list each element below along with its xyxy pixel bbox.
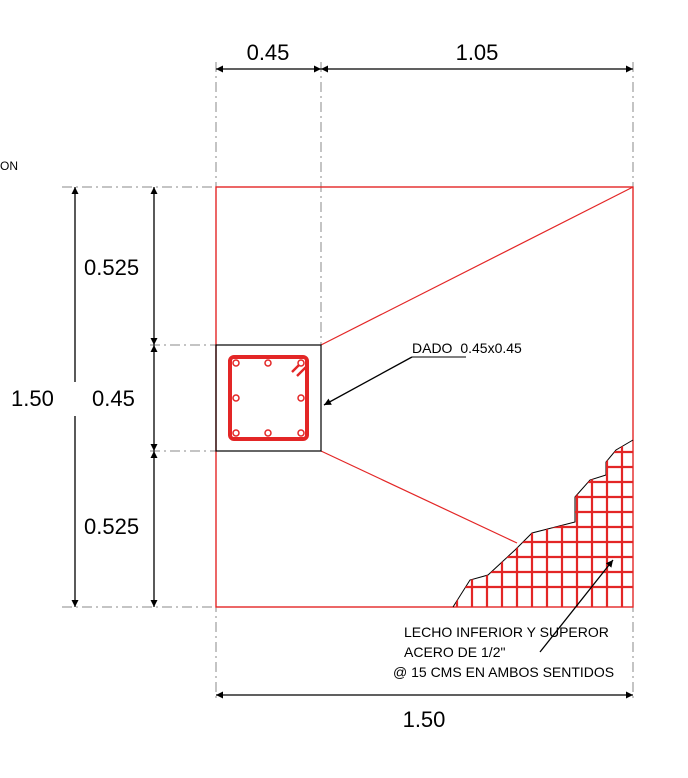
steel-note: LECHO INFERIOR Y SUPEROR ACERO DE 1/2" @… bbox=[393, 559, 614, 680]
svg-text:DADO 0.45x0.45: DADO 0.45x0.45 bbox=[412, 340, 522, 356]
dim-top-part-text: 0.525 bbox=[84, 255, 139, 280]
top-dimension: 0.45 1.05 bbox=[216, 40, 633, 73]
bottom-dimension: 1.50 bbox=[216, 691, 633, 732]
dim-top-left-text: 0.45 bbox=[247, 40, 290, 65]
dim-top-right-text: 1.05 bbox=[456, 40, 499, 65]
steel-note-line3: @ 15 CMS EN AMBOS SENTIDOS bbox=[393, 664, 614, 680]
reinforcement-mesh bbox=[453, 440, 633, 607]
slope-lines bbox=[320, 186, 634, 544]
dado-size: 0.45x0.45 bbox=[460, 340, 522, 356]
column-dado bbox=[215, 344, 322, 452]
dim-bottom-text: 1.50 bbox=[403, 707, 446, 732]
footing-outline bbox=[215, 186, 634, 608]
steel-note-line2: ACERO DE 1/2" bbox=[404, 644, 505, 660]
edge-text-fragment: ON bbox=[0, 159, 18, 173]
dim-middle-part-text: 0.45 bbox=[92, 386, 135, 411]
dim-overall-text: 1.50 bbox=[11, 386, 54, 411]
left-dimension-parts: 0.525 0.45 0.525 bbox=[83, 187, 158, 607]
dado-leader: DADO 0.45x0.45 bbox=[323, 340, 522, 406]
dado-label: DADO bbox=[412, 340, 453, 356]
extension-lines bbox=[62, 62, 634, 700]
stirrup bbox=[228, 355, 309, 441]
steel-note-line1: LECHO INFERIOR Y SUPEROR bbox=[404, 624, 609, 640]
left-dimension-overall: 1.50 bbox=[6, 187, 79, 607]
dim-bottom-part-text: 0.525 bbox=[84, 514, 139, 539]
longitudinal-bars bbox=[232, 359, 305, 437]
